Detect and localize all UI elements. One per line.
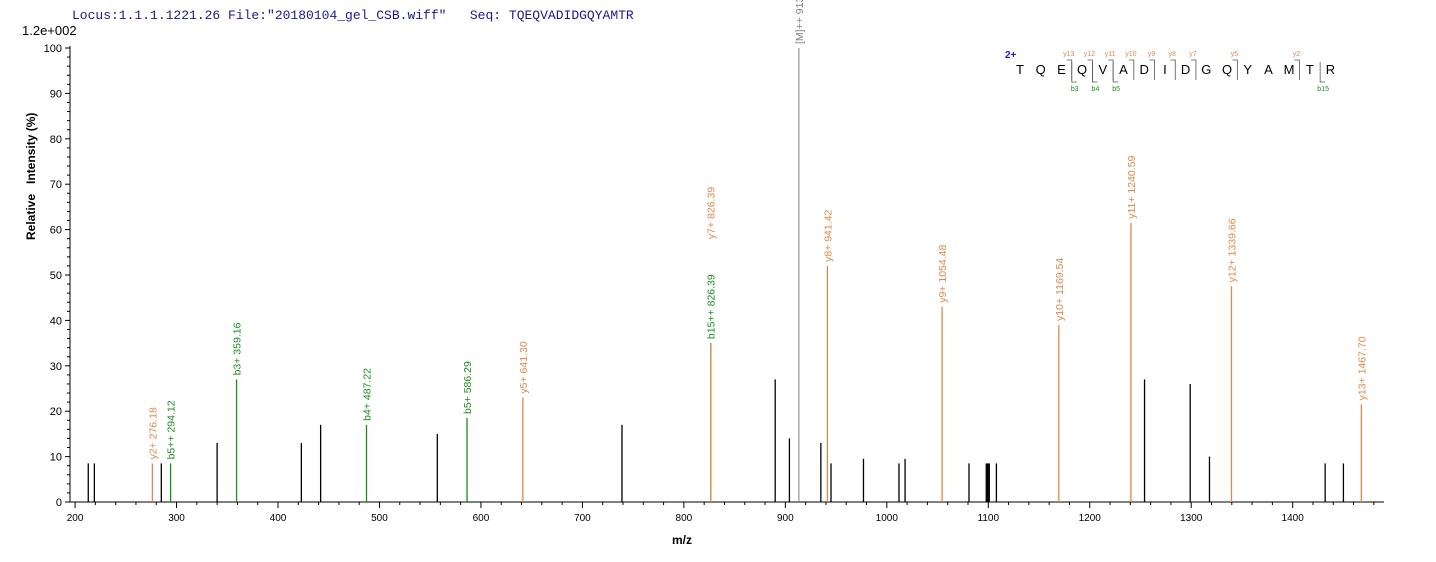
y-tick-label: 40 [50,315,62,327]
residue-letter: M [1284,62,1295,77]
b-fragment-label: b5 [1112,86,1120,93]
y-cleavage-marker [1294,59,1300,80]
locus-file-text: Locus:1.1.1.1221.26 File:"20180104_gel_C… [72,8,447,23]
x-tick-label: 1400 [1282,513,1305,524]
residue-letter: T [1016,62,1024,77]
y-tick-label: 20 [50,406,62,418]
y-cleavage-marker [1190,59,1197,80]
y-ion-label: y10+ 1169.54 [1054,258,1066,321]
y-fragment-label: y2 [1293,51,1301,58]
y-tick-label: 90 [50,88,62,100]
y-fragment-label: y5 [1231,51,1239,58]
b-cleavage-marker [1319,62,1326,83]
y-tick-label: 100 [44,43,62,55]
b-cleavage-marker [1071,62,1077,83]
residue-letter: V [1098,62,1107,77]
y-fragment-label: y9 [1148,51,1156,58]
residue-letter: Q [1222,62,1232,77]
x-tick-label: 1000 [876,513,899,524]
y-cleavage-marker [1066,59,1073,80]
seq-value: TQEQVADIDGQYAMTR [508,8,634,23]
y-ion-label: y7+ 826.39 [706,187,718,239]
chart-axes: 200 300 400 500 600 700 800 900 1000 1100 1200 1300… [44,43,1384,524]
y-fragment-label: y12 [1084,51,1095,58]
y-ion-label: y11+ 1240.59 [1126,155,1138,218]
residue-letter: R [1326,62,1335,77]
y-ion-label: y12+ 1339.66 [1226,218,1238,282]
x-tick-label: 200 [67,513,84,524]
x-tick-label: 600 [473,513,490,524]
peak-series: y2+ 276.18 b5++ 294.12 b3+ 359.16 b4+ 487.2… [87,0,1368,502]
residue-letter: A [1264,62,1273,77]
spectrum-header: Locus:1.1.1.1221.26 File:"20180104_gel_C… [72,8,634,23]
residue-letter: A [1119,62,1128,77]
intensity-scale-label: 1.2e+002 [22,23,77,38]
x-tick-label: 400 [270,513,287,524]
residue-letter: E [1057,62,1066,77]
x-tick-label: 1100 [978,513,1000,524]
residue-letter: I [1163,62,1167,77]
x-tick-label: 1300 [1180,513,1203,524]
x-tick-label: 900 [777,513,794,524]
y-cleavage-marker [1087,59,1093,80]
x-tick-label: 500 [371,513,388,524]
b-fragment-label: b4 [1092,86,1100,93]
b-ion-label: b4+ 487.22 [362,368,374,421]
y-fragment-label: y11 [1105,51,1116,58]
charge-state-label: 2+ [1005,50,1017,61]
y-cleavage-marker [1232,59,1238,80]
b-cleavage-marker [1092,62,1098,83]
y-tick-label: 0 [56,497,62,509]
y-ion-label: y5+ 641.30 [518,341,530,393]
b-ion-label: b5+ 586.29 [462,361,474,414]
y-cleavage-marker [1108,59,1114,80]
residue-letter: D [1181,62,1190,77]
y-cleavage-marker [1149,59,1155,80]
x-tick-label: 1200 [1079,513,1102,524]
b-ion-label: b5++ 294.12 [166,400,178,459]
residue-letter: D [1140,62,1149,77]
y-ion-label: y9+ 1054.48 [937,245,949,303]
y-fragment-label: y10 [1125,51,1136,58]
b-ion-label: b3+ 359.16 [232,322,244,375]
y-tick-label: 30 [50,361,62,373]
x-tick-label: 800 [676,513,693,524]
y-tick-label: 50 [50,270,62,282]
y-fragment-label: y8 [1169,51,1177,58]
residue-letter: Q [1077,62,1087,77]
seq-label: Seq: [469,8,502,23]
y-fragment-label: y13 [1063,51,1074,58]
residue-letter: G [1201,62,1211,77]
precursor-peak-label: [M]++ 913.37 [794,0,806,44]
b-fragment-label: b15 [1317,86,1329,93]
x-tick-label: 300 [168,513,185,524]
y-cleavage-marker [1170,59,1176,80]
residue-letter: Y [1243,62,1252,77]
b-fragment-label: b3 [1071,86,1079,93]
x-tick-label: 700 [574,513,591,524]
b-cleavage-marker [1112,62,1119,83]
y-ion-label: y8+ 941.42 [822,210,834,262]
y-ion-label: y13+ 1467.70 [1356,336,1368,400]
y-tick-label: 80 [50,134,62,146]
y-fragment-label: y7 [1189,51,1197,58]
y-tick-label: 60 [50,225,62,237]
y-tick-label: 10 [50,452,62,464]
b-ion-label: b15++ 826.39 [706,274,718,339]
x-axis-label: m/z [672,533,693,547]
y-cleavage-marker [1128,59,1135,80]
y-tick-label: 70 [50,179,62,191]
residue-letter: T [1306,62,1314,77]
residue-letter: Q [1036,62,1046,77]
y-ion-label: y2+ 276.18 [147,407,159,459]
